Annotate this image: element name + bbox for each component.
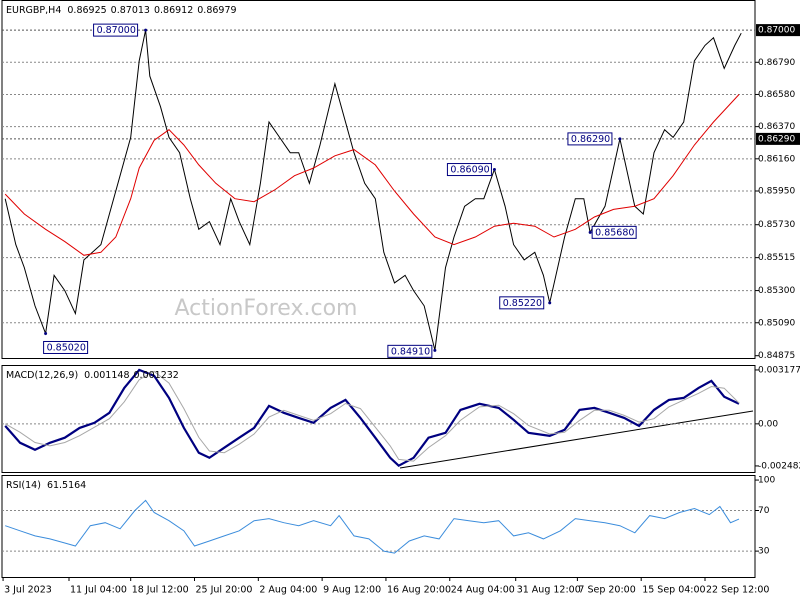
y-tick-label: 0.003177 [758, 365, 800, 375]
panel-title: EURGBP,H4 [6, 5, 61, 16]
x-tick-label: 25 Jul 20:00 [196, 585, 253, 596]
series-line [4, 370, 740, 462]
readout-value: 0.86912 [154, 5, 193, 16]
rsi-panel [1, 475, 756, 578]
x-tick-label: 11 Jul 04:00 [70, 585, 127, 596]
annotation-point [548, 301, 552, 305]
x-tick-label: 31 Aug 12:00 [517, 585, 581, 596]
series-line [4, 368, 740, 468]
series-line [5, 499, 740, 554]
price-panel [1, 0, 756, 359]
annotation-label: 0.85220 [503, 298, 542, 309]
annotation-label: 0.84910 [391, 346, 430, 357]
y-tick-label: 0.85300 [758, 286, 795, 296]
x-tick-label: 24 Aug 04:00 [451, 585, 515, 596]
annotation-point [44, 331, 48, 335]
x-tick-label: 9 Aug 12:00 [323, 585, 381, 596]
annotation-box [591, 225, 637, 239]
annotation-box [43, 340, 89, 354]
readout-value: 0.86979 [197, 5, 236, 16]
readout-value: 0.86925 [67, 5, 106, 16]
annotation-box [446, 163, 492, 177]
panel-header: RSI(14) 61.5164 [6, 480, 86, 491]
x-tick-label: 2 Aug 04:00 [259, 585, 317, 596]
series-line [4, 94, 740, 256]
annotation-box [499, 296, 545, 310]
y-tick-label: 0.86580 [758, 90, 795, 100]
annotation-label: 0.86090 [450, 165, 489, 176]
annotation-point [433, 348, 437, 352]
y-tick-label: 0.85515 [758, 253, 795, 263]
y-tick-label: 0.00 [758, 419, 778, 429]
panel-header: MACD(12,26,9) 0.001148 0.001232 [6, 370, 179, 381]
macd-panel [1, 365, 756, 473]
series-line [4, 29, 742, 351]
y-tick-label: 70 [758, 506, 770, 516]
annotation-point [144, 28, 148, 32]
y-tick-label: 0.85090 [758, 318, 795, 328]
y-tick-label: 0.85730 [758, 220, 795, 230]
level-label: 0.86290 [758, 134, 795, 144]
panel-header: EURGBP,H4 0.86925 0.87013 0.86912 0.86979 [6, 5, 237, 16]
readout-value: 0.001148 [84, 370, 129, 381]
annotation-box [387, 344, 433, 358]
x-tick-label: 22 Sep 12:00 [706, 585, 769, 596]
annotation-label: 0.85020 [47, 342, 86, 353]
panel-title: RSI(14) [6, 480, 41, 491]
y-tick-label: 0.86160 [758, 154, 795, 164]
y-tick-label: 0.84875 [758, 351, 795, 361]
annotation-label: 0.87000 [97, 25, 136, 36]
level-label: 0.87000 [758, 26, 795, 36]
annotation-point [588, 230, 592, 234]
y-tick-label: 0.86370 [758, 122, 795, 132]
level-label-box [756, 24, 800, 37]
readout-value: 61.5164 [47, 480, 86, 491]
annotation-point [492, 168, 496, 172]
x-tick-label: 16 Aug 20:00 [387, 585, 451, 596]
y-tick-label: 100 [758, 476, 775, 486]
annotation-label: 0.86290 [571, 134, 610, 145]
annotation-box [93, 23, 139, 37]
readout-value: 0.001232 [134, 370, 179, 381]
x-tick-label: 3 Jul 2023 [4, 585, 52, 596]
level-label-box [756, 132, 800, 145]
annotation-label: 0.85680 [595, 227, 634, 238]
x-tick-label: 7 Sep 20:00 [578, 585, 635, 596]
annotation-box [567, 132, 613, 146]
trendline [399, 410, 754, 469]
x-tick-label: 15 Sep 04:00 [642, 585, 705, 596]
y-tick-label: 30 [758, 547, 770, 557]
y-tick-label: 0.85950 [758, 186, 795, 196]
x-tick-label: 18 Jul 12:00 [132, 585, 189, 596]
readout-value: 0.87013 [111, 5, 150, 16]
y-tick-label: 0.86790 [758, 58, 795, 68]
panel-title: MACD(12,26,9) [6, 370, 78, 381]
y-tick-label: -0.002482 [758, 461, 800, 471]
watermark: ActionForex.com [175, 296, 358, 321]
annotation-point [618, 137, 622, 141]
